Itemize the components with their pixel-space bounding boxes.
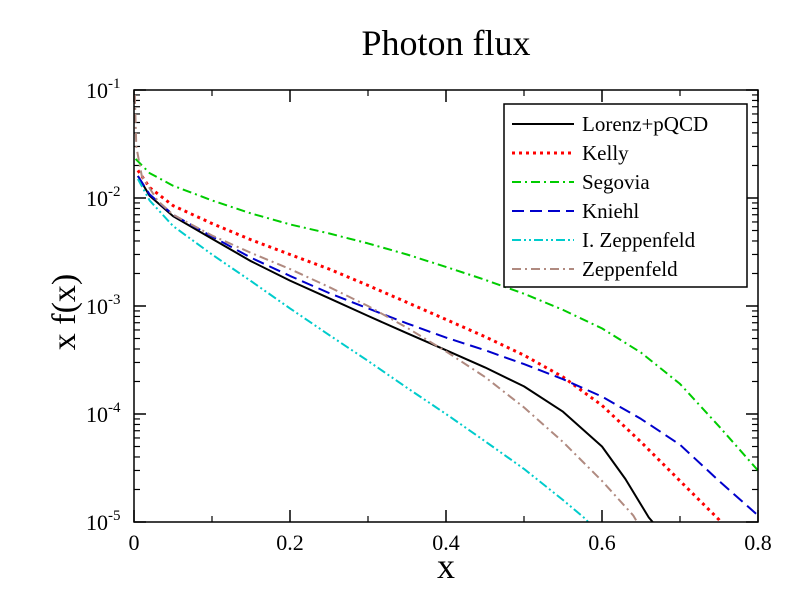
legend: Lorenz+pQCD Kelly Segovia Kniehl I. Zeppenfe… (503, 103, 748, 288)
legend-label-i-zeppenfeld: I. Zeppenfeld (582, 228, 696, 252)
legend-label-kelly: Kelly (582, 141, 629, 165)
y-axis-label: x f(x) (46, 274, 83, 350)
series-line-segovia (134, 158, 758, 472)
x-tick-label: 0.8 (744, 530, 772, 555)
axis-tick-labels: 0 0.2 0.4 0.6 0.8 10-5 10-4 10-3 10-2 10-1 (86, 76, 772, 555)
series-lines (134, 94, 758, 522)
x-tick-label: 0.4 (432, 530, 460, 555)
legend-box (503, 103, 748, 288)
chart-title: Photon flux (361, 23, 530, 63)
x-tick-label: 0.2 (276, 530, 304, 555)
legend-label-zeppenfeld: Zeppenfeld (582, 257, 678, 281)
series-line-zeppenfeld (134, 94, 638, 522)
y-tick-label: 10-5 (86, 508, 121, 535)
legend-label-segovia: Segovia (582, 170, 650, 194)
x-tick-label: 0.6 (588, 530, 616, 555)
x-axis-label: x (437, 546, 455, 586)
y-tick-label: 10-1 (86, 76, 121, 103)
y-tick-label: 10-2 (86, 184, 121, 211)
plot-frame (133, 89, 759, 523)
y-tick-label: 10-4 (86, 400, 121, 427)
series-line-i-zeppenfeld (137, 178, 589, 522)
series-line-kelly (136, 169, 722, 522)
legend-label-kniehl: Kniehl (582, 199, 639, 223)
y-tick-label: 10-3 (86, 292, 121, 319)
series-line-lorenz-pqcd (137, 175, 654, 522)
x-tick-label: 0 (129, 530, 140, 555)
legend-label-lorenz-pqcd: Lorenz+pQCD (582, 112, 708, 136)
series-line-kniehl (137, 175, 758, 517)
